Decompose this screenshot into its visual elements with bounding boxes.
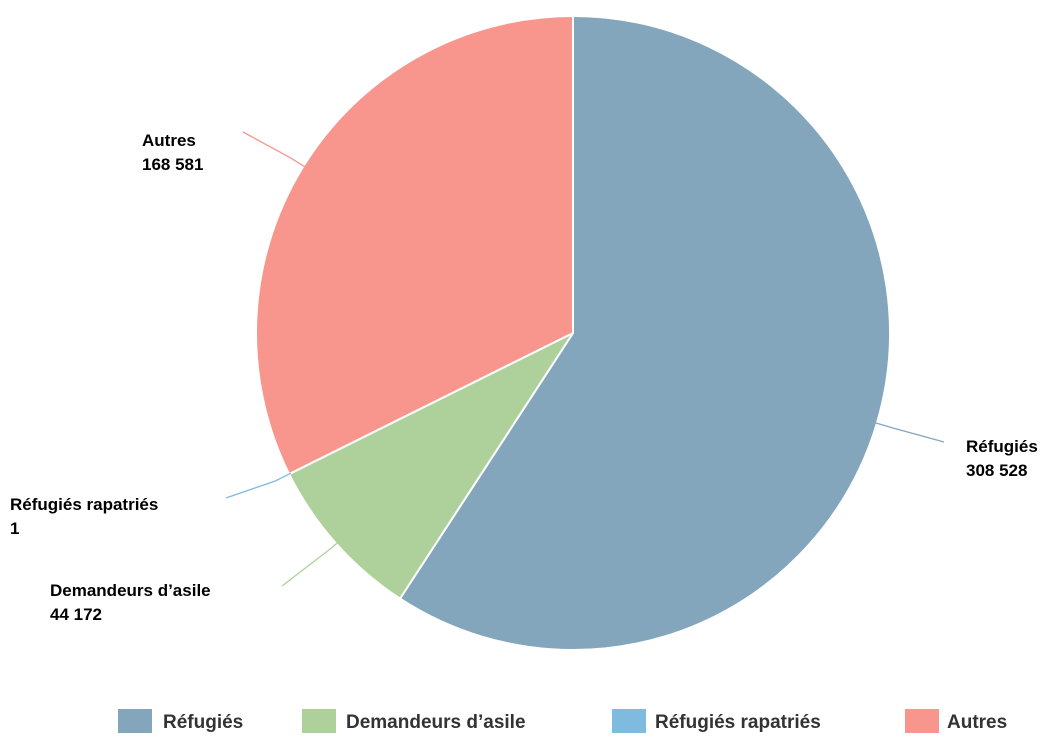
legend-swatch-refugies-rapatries [612, 709, 646, 733]
slice-label-refugies-rapatries: Réfugiés rapatriés [10, 495, 158, 514]
legend: Réfugiés Demandeurs d’asile Réfugiés rapat… [118, 709, 1007, 733]
legend-item-demandeurs-dasile[interactable]: Demandeurs d’asile [302, 709, 526, 733]
leader-line-refugies-rapatries [225, 472, 292, 499]
legend-label-demandeurs-dasile: Demandeurs d’asile [346, 712, 526, 733]
legend-item-autres[interactable]: Autres [905, 709, 1007, 733]
slice-label-autres: Autres [142, 131, 196, 150]
legend-swatch-refugies [118, 709, 152, 733]
slice-value-refugies-rapatries: 1 [10, 519, 19, 538]
legend-swatch-demandeurs-dasile [302, 709, 336, 733]
pie-slices [255, 15, 891, 651]
slice-value-demandeurs-dasile: 44 172 [50, 605, 102, 624]
legend-label-refugies-rapatries: Réfugiés rapatriés [655, 712, 821, 733]
legend-item-refugies-rapatries[interactable]: Réfugiés rapatriés [612, 709, 821, 733]
leader-lines [225, 131, 945, 587]
legend-label-autres: Autres [947, 712, 1007, 733]
slice-label-refugies: Réfugiés [966, 437, 1038, 456]
slice-labels: Réfugiés 308 528 Demandeurs d’asile 44 172 R… [10, 131, 1038, 624]
leader-line-demandeurs-dasile [281, 542, 339, 587]
leader-line-refugies [874, 422, 945, 443]
legend-item-refugies[interactable]: Réfugiés [118, 709, 243, 733]
legend-swatch-autres [905, 709, 939, 733]
leader-line-autres [242, 131, 306, 168]
legend-label-refugies: Réfugiés [163, 712, 243, 733]
slice-value-autres: 168 581 [142, 155, 203, 174]
slice-value-refugies: 308 528 [966, 461, 1027, 480]
slice-label-demandeurs-dasile: Demandeurs d’asile [50, 581, 211, 600]
